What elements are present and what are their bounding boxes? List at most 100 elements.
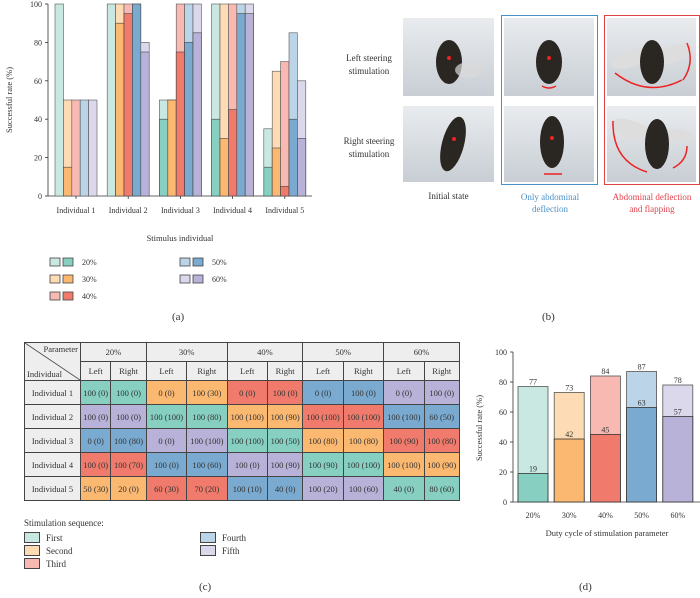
y-tick-label: 80 <box>499 378 507 387</box>
bar-dark-50% <box>184 42 194 197</box>
y-tick-label: 20 <box>499 468 507 477</box>
legend-label: Fourth <box>222 532 247 543</box>
bar-dark-40% <box>228 109 238 197</box>
data-label-dark: 45 <box>601 426 609 435</box>
side-header: Right <box>266 361 304 381</box>
table-cell: 40 (0) <box>383 476 425 501</box>
y-tick-label: 80 <box>34 38 42 47</box>
photo-flapping-right <box>607 106 696 182</box>
table-cell: 60 (50) <box>423 404 460 429</box>
side-header: Right <box>186 361 228 381</box>
sequence-legend-item: Second <box>24 545 73 556</box>
table-cell: 0 (0) <box>226 380 268 405</box>
table-cell: 100 (90) <box>266 404 304 429</box>
table-cell: 100 (90) <box>383 428 425 453</box>
table-cell: 80 (60) <box>423 476 460 501</box>
column-label-initial: Initial state <box>428 191 469 201</box>
bar-dark-30% <box>63 166 73 197</box>
caption-b: (b) <box>542 311 555 323</box>
photo-initial-left <box>403 18 494 96</box>
table-cell: 100 (0) <box>79 404 112 429</box>
sequence-legend-item: Fourth <box>200 532 246 543</box>
table-row: Individual 5 50 (30) 20 (0) 60 (30) 70 (20) 1… <box>24 476 460 501</box>
legend-swatch-dark <box>62 257 74 267</box>
table-cell: 100 (100) <box>342 404 385 429</box>
bar-dark-30% <box>219 138 229 197</box>
bar-dark <box>662 416 694 503</box>
bar-total-40% <box>280 61 290 197</box>
bar-dark-60% <box>192 32 202 197</box>
table-cell: 100 (0) <box>226 452 268 477</box>
x-tick-label: Individual 5 <box>265 206 304 215</box>
side-header: Left <box>79 361 112 381</box>
table-cell: 0 (0) <box>145 380 188 405</box>
row-header: Individual 3 <box>24 428 81 453</box>
photo-flapping-left <box>607 18 696 96</box>
legend-label: 30% <box>82 275 97 284</box>
legend-swatch-light <box>49 274 61 284</box>
table-row: Individual 4 100 (0) 100 (70) 100 (0) 100 (6… <box>24 452 460 477</box>
table-cell: 100 (90) <box>423 452 460 477</box>
bar-total-60% <box>88 99 98 197</box>
bar-dark-60% <box>140 51 150 197</box>
side-header: Right <box>423 361 460 381</box>
table-cell: 100 (10) <box>226 476 268 501</box>
bar-total-50% <box>79 99 89 197</box>
x-tick-label: Individual 3 <box>161 206 200 215</box>
parameter-header: 60% <box>383 342 460 362</box>
side-header: Right <box>342 361 385 381</box>
column-label-abdominal: Only abdominal deflection <box>520 192 580 214</box>
data-label-dark: 63 <box>638 399 646 408</box>
parameter-header: 30% <box>145 342 228 362</box>
table-cell: 100 (100) <box>383 452 425 477</box>
x-tick-label: Individual 1 <box>57 206 96 215</box>
panel-d-chart: 0 20 40 60 80 100 Successful rate (%) 77 19 20% 73… <box>474 348 700 538</box>
bar-dark <box>626 407 658 503</box>
side-header: Left <box>145 361 188 381</box>
legend-label: Second <box>46 545 73 556</box>
y-tick-label: 0 <box>503 498 507 507</box>
table-cell: 100 (100) <box>302 404 344 429</box>
row-label-left: Left steering stimulation <box>346 53 392 76</box>
legend-swatch <box>24 532 40 543</box>
bar-dark-40% <box>280 186 290 197</box>
bar-dark-30% <box>115 22 125 197</box>
legend-swatch-light <box>179 257 191 267</box>
x-tick-label: Individual 4 <box>213 206 252 215</box>
table-cell: 100 (60) <box>186 452 228 477</box>
table-cell: 100 (80) <box>186 404 228 429</box>
table-cell: 100 (0) <box>342 380 385 405</box>
table-row: Individual 1 100 (0) 100 (0) 0 (0) 100 (30) 0… <box>24 380 460 405</box>
legend-label: Third <box>46 558 66 569</box>
legend-label: 60% <box>212 275 227 284</box>
x-tick-label: 40% <box>598 511 613 520</box>
parameter-header: 50% <box>302 342 385 362</box>
legend-swatch-light <box>179 274 191 284</box>
table-cell: 100 (30) <box>186 380 228 405</box>
table-cell: 0 (0) <box>145 428 188 453</box>
sequence-legend-item: Fifth <box>200 545 240 556</box>
side-header: Left <box>302 361 344 381</box>
data-label-dark: 42 <box>565 430 573 439</box>
table-cell: 0 (0) <box>302 380 344 405</box>
data-label-total: 87 <box>638 363 646 372</box>
table-cell: 100 (0) <box>79 452 112 477</box>
y-tick-label: 100 <box>30 0 42 9</box>
data-label-dark: 19 <box>529 465 537 474</box>
parameter-header: 20% <box>80 342 147 362</box>
table-cell: 70 (20) <box>186 476 228 501</box>
table-cell: 100 (0) <box>79 380 112 405</box>
table-cell: 100 (80) <box>423 428 460 453</box>
results-table: Parameter Individual 20% 30% 40% 50% 60% Lef… <box>24 342 460 501</box>
bar-dark-60% <box>244 13 254 197</box>
table-cell: 100 (80) <box>302 428 344 453</box>
x-axis-label: Duty cycle of stimulation parameter <box>546 528 669 538</box>
table-cell: 100 (20) <box>302 476 344 501</box>
table-cell: 40 (0) <box>266 476 304 501</box>
bar-dark-50% <box>288 118 298 197</box>
table-cell: 50 (30) <box>79 476 112 501</box>
table-cell: 0 (0) <box>383 380 425 405</box>
data-label-dark: 57 <box>674 408 682 417</box>
y-tick-label: 60 <box>499 408 507 417</box>
